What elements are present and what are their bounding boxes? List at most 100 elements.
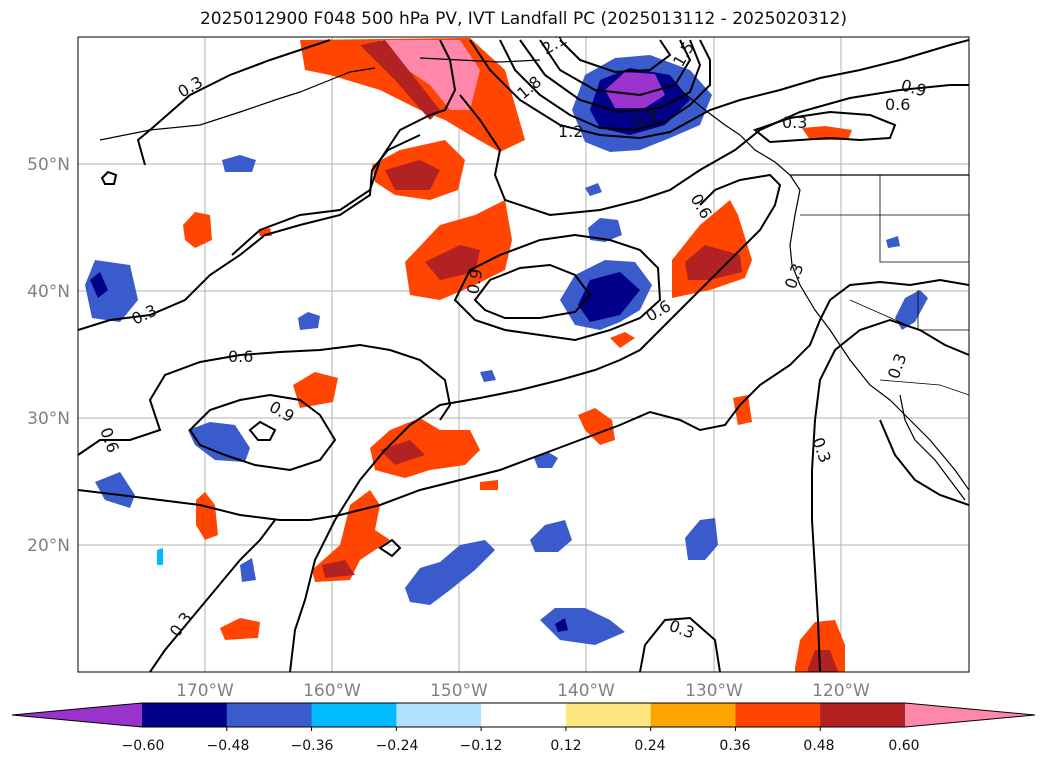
- pv-shade-30n-dark: [380, 440, 425, 465]
- colorbar-tick-label: 0.60: [888, 738, 919, 754]
- pv-shade-alaska-core: [380, 40, 480, 110]
- coast-state-borders: [800, 175, 969, 331]
- pv-shade-neg-bc-core: [605, 72, 665, 108]
- colorbar-tick-label: −0.48: [207, 738, 250, 754]
- contour-0-3-south-center: [289, 173, 782, 672]
- colorbar-outline: [11, 702, 1036, 728]
- contour-label: 1.2: [558, 122, 583, 141]
- pv-shade-se-dark: [808, 650, 838, 672]
- lat-tick-label: 50°N: [27, 155, 70, 175]
- pv-shade-37n-137w: [610, 332, 635, 348]
- map-frame: [77, 36, 970, 673]
- contour-0-9-mid: [188, 393, 337, 472]
- pv-shade-25n-150w: [480, 480, 498, 490]
- contour-0-3-se2: [879, 419, 969, 506]
- pv-shade-35n: [293, 372, 338, 408]
- colorbar-swatch: [820, 703, 906, 727]
- lat-tick-label: 30°N: [27, 409, 70, 429]
- contour-0-9-bc: [469, 39, 969, 140]
- lon-tick-label: 130°W: [685, 681, 743, 701]
- colorbar-tick-label: 0.48: [803, 738, 834, 754]
- pv-shade-neg-small-5: [157, 548, 163, 565]
- colorbar-tick-label: −0.12: [460, 738, 503, 754]
- colorbar-tick-label: −0.36: [291, 738, 334, 754]
- pv-shade-neg-20n-strip: [405, 540, 495, 605]
- pv-shade-31n-128w: [733, 395, 752, 425]
- colorbar-swatch: [311, 703, 397, 727]
- contour-2-1-ring: [559, 39, 672, 74]
- contour-0-3-sw: [149, 519, 276, 672]
- contour-1-8-ring: [539, 39, 692, 97]
- lat-tick-labels: 50°N 40°N 30°N 20°N: [27, 155, 70, 556]
- contour-0-3-north: [136, 39, 331, 166]
- contour-0-6-west: [231, 39, 457, 256]
- map-background: [78, 37, 969, 672]
- colorbar-swatch: [481, 703, 567, 727]
- contour-small-loop-1: [100, 170, 118, 185]
- pv-shade-neg-west40-dark: [90, 272, 108, 298]
- contour-label: 0.6: [885, 95, 910, 114]
- pv-shade-alaska-dark: [360, 40, 440, 120]
- pv-shade-neg-28n: [188, 422, 250, 462]
- pv-shade-mid-south: [312, 490, 390, 582]
- colorbar-tick-label: 0.12: [550, 738, 581, 754]
- pv-positive-shading: [183, 38, 852, 672]
- contour-0-9-mid-inner: [248, 420, 277, 441]
- pv-shade-neg-45n-140w: [588, 218, 622, 242]
- lon-tick-label: 150°W: [430, 681, 488, 701]
- colorbar-swatch: [226, 703, 313, 727]
- colorbar-extend-high: [905, 703, 1035, 727]
- lon-tick-labels: 170°W 160°W 150°W 140°W 130°W 120°W: [176, 681, 870, 701]
- contour-1-5-ring: [519, 39, 702, 114]
- pv-shade-neg-12n-dark: [555, 618, 568, 632]
- pv-shade-neg-central-dark: [578, 272, 640, 322]
- lat-tick-label: 20°N: [27, 536, 70, 556]
- coastlines: [99, 57, 969, 501]
- colorbar-tick-labels: −0.60 −0.48 −0.36 −0.24 −0.12 0.12 0.24 …: [122, 738, 920, 754]
- contour-0-6-bc: [459, 84, 969, 217]
- lat-tick-label: 40°N: [27, 282, 70, 302]
- pv-shade-west-lat25: [196, 492, 218, 540]
- pv-shade-neg-small-3: [886, 236, 900, 248]
- coastline-alaska-gulf: [419, 57, 541, 63]
- colorbar-swatch: [650, 703, 736, 727]
- colorbar-tick-label: −0.60: [122, 738, 165, 754]
- colorbar-tick-label: 0.24: [634, 738, 665, 754]
- pv-shade-neg-50n-w: [222, 155, 256, 172]
- contour-label: 0.9: [463, 267, 486, 295]
- colorbar-swatch: [396, 703, 482, 727]
- contour-label: 0.3: [782, 113, 807, 132]
- colorbar-tick-label: −0.24: [376, 738, 419, 754]
- lon-tick-label: 120°W: [812, 681, 870, 701]
- colorbar-swatch: [142, 703, 228, 727]
- pv-contours: [78, 39, 969, 672]
- coast-mexico-border: [879, 379, 969, 396]
- pv-shade-neg-12n: [540, 608, 625, 645]
- colorbar-tick-label: 0.36: [719, 738, 750, 754]
- lon-tick-label: 160°W: [303, 681, 361, 701]
- pv-shade-central-dark: [425, 245, 480, 280]
- pv-shade-west-lat45: [183, 212, 212, 248]
- pv-shade-mid-south-dark: [322, 560, 355, 578]
- contour-0-3-se: [811, 318, 969, 672]
- contour-0-6-central: [453, 233, 662, 342]
- pv-shade-sw: [220, 618, 260, 640]
- pv-shade-gulf-dark: [385, 160, 440, 190]
- pv-shade-neg-38n-160w: [298, 312, 320, 330]
- contour-0-3-bottom: [639, 616, 721, 672]
- contour-small-loop-2: [378, 538, 402, 558]
- coastline-baja: [899, 394, 966, 501]
- colorbar: [11, 702, 1036, 731]
- contour-0-6-mid: [78, 343, 452, 456]
- gridlines: [78, 37, 969, 672]
- lon-tick-label: 170°W: [176, 681, 234, 701]
- pv-shade-neg-20n-east: [685, 518, 718, 560]
- pv-shade-neg-25n-west: [95, 472, 135, 508]
- contour-label: 0.6: [228, 347, 253, 366]
- contour-0-9-central: [473, 263, 592, 319]
- colorbar-swatch: [565, 703, 652, 727]
- contour-0-3-south: [78, 278, 969, 521]
- lon-tick-label: 140°W: [557, 681, 615, 701]
- colorbar-extend-low: [12, 703, 142, 727]
- contour-1-2-ring: [499, 39, 711, 132]
